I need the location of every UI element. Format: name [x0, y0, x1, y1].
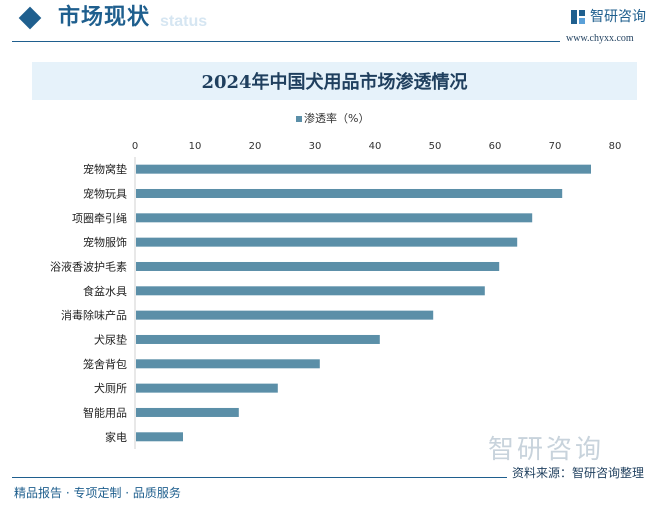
- category-label: 宠物服饰: [83, 235, 127, 249]
- bar: [136, 261, 500, 271]
- header-divider: [12, 41, 560, 42]
- watermark: 智研咨询: [488, 435, 605, 465]
- footer-slogan: 精品报告 · 专项定制 · 品质服务: [14, 486, 181, 500]
- x-tick-label: 40: [369, 141, 382, 152]
- category-label: 犬尿垫: [94, 332, 127, 346]
- legend: 渗透率（%）: [296, 112, 369, 125]
- brand-logo: 智研咨询: [570, 8, 646, 26]
- category-label: 笼舍背包: [83, 357, 127, 371]
- bar: [136, 164, 591, 174]
- category-label: 食盆水具: [83, 284, 127, 298]
- bar: [136, 407, 239, 417]
- category-label: 宠物玩具: [83, 186, 127, 200]
- category-label: 宠物窝垫: [83, 162, 127, 176]
- header-subtitle: status: [160, 13, 208, 30]
- header-title: 市场现状: [58, 5, 151, 30]
- bar: [136, 286, 485, 296]
- bar: [136, 334, 380, 344]
- bar: [136, 237, 518, 247]
- category-label: 智能用品: [83, 405, 127, 419]
- x-tick-label: 0: [132, 141, 138, 152]
- chart-title: 2024年中国犬用品市场渗透情况: [201, 72, 468, 93]
- category-label: 犬厕所: [94, 381, 127, 395]
- category-label: 项圈牵引绳: [72, 211, 127, 225]
- chart-title-banner: 2024年中国犬用品市场渗透情况: [32, 62, 637, 100]
- logo-icon: [571, 10, 585, 24]
- x-tick-label: 80: [609, 141, 622, 152]
- source-note: 资料来源：智研咨询整理: [512, 466, 645, 480]
- legend-swatch: [296, 115, 302, 122]
- category-label: 家电: [105, 430, 127, 444]
- x-tick-label: 50: [429, 141, 442, 152]
- category-label: 浴液香波护毛素: [50, 259, 127, 273]
- bar: [136, 432, 183, 442]
- legend-label: 渗透率（%）: [304, 112, 370, 125]
- bar: [136, 359, 320, 369]
- x-tick-label: 70: [549, 141, 562, 152]
- brand-name: 智研咨询: [590, 9, 646, 25]
- brand-url: www.chyxx.com: [566, 33, 634, 44]
- footer-divider: [12, 477, 507, 478]
- x-tick-label: 30: [309, 141, 322, 152]
- x-tick-label: 60: [489, 141, 502, 152]
- bar: [136, 188, 563, 198]
- x-tick-label: 10: [189, 141, 202, 152]
- category-label: 消毒除味产品: [61, 308, 127, 322]
- x-tick-label: 20: [249, 141, 262, 152]
- bar: [136, 310, 434, 320]
- bar: [136, 213, 533, 223]
- bar: [136, 383, 278, 393]
